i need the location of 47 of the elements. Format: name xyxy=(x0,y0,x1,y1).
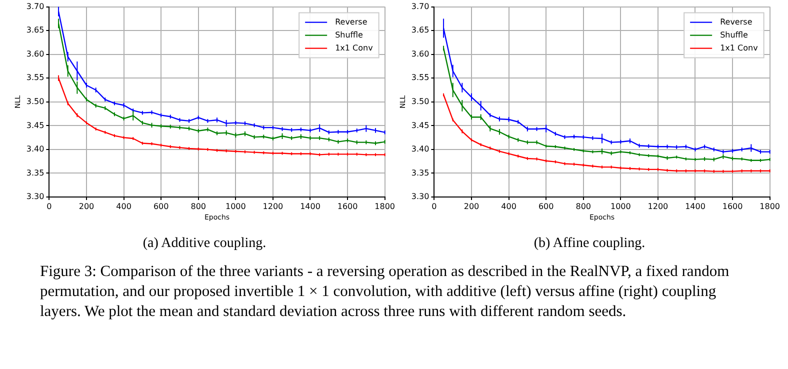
y-tick-label: 3.65 xyxy=(26,26,44,35)
legend-label: Shuffle xyxy=(335,30,364,40)
text: (b) Affine coupling. xyxy=(532,236,646,252)
x-tick-label: 600 xyxy=(153,202,169,211)
x-tick-label: 1600 xyxy=(337,202,358,211)
text: (a) Additive coupling. xyxy=(142,236,268,252)
y-tick-label: 3.55 xyxy=(411,73,430,82)
y-tick-label: 3.40 xyxy=(26,144,44,154)
y-tick-label: 3.35 xyxy=(411,168,430,178)
x-tick-label: 1000 xyxy=(610,202,631,211)
legend-label: Reverse xyxy=(720,17,752,26)
y-tick-label: 3.45 xyxy=(26,120,44,130)
caption: Figure 3: Comparison of the three variants - a reversing operation as described in the RealNVP, a fixed random permutation, and our proposed invertible 1 × 1 convolution, with additive (left) versus affine (right) coupling layers. We plot the mean and standard deviation across three runs with different random seeds. xyxy=(40,262,730,322)
x-tick-label: 200 xyxy=(464,202,480,211)
x-tick-label: 200 xyxy=(78,202,94,211)
x-tick-label: 600 xyxy=(538,202,554,211)
y-tick-label: 3.60 xyxy=(26,49,44,58)
y-tick-label: 3.45 xyxy=(411,120,430,130)
legend-label: 1x1 Conv xyxy=(720,43,758,52)
x-tick-label: 800 xyxy=(576,202,592,211)
y-tick-label: 3.35 xyxy=(26,168,44,178)
y-tick-label: 3.65 xyxy=(411,26,430,35)
y-tick-label: 3.40 xyxy=(411,144,430,154)
x-tick-label: 1200 xyxy=(648,202,668,211)
legend-label: Shuffle xyxy=(720,30,748,40)
y-tick-label: 3.50 xyxy=(411,96,430,106)
x-tick-label: 400 xyxy=(116,202,132,211)
x-tick-label: 1800 xyxy=(374,202,395,211)
x-tick-label: 1400 xyxy=(300,202,320,211)
x-tick-label: 0 xyxy=(432,202,437,211)
x-tick-label: 1600 xyxy=(722,202,743,211)
y-tick-label: 3.30 xyxy=(411,192,430,202)
x-tick-label: 800 xyxy=(190,202,206,211)
x-tick-label: 1200 xyxy=(262,202,284,211)
legend-label: 1x1 Conv xyxy=(335,43,374,52)
x-tick-label: 400 xyxy=(501,202,516,211)
y-tick-label: 3.70 xyxy=(26,2,44,11)
y-tick-label: 3.30 xyxy=(26,192,44,202)
legend-label: Reverse xyxy=(335,17,368,26)
x-tick-label: 1000 xyxy=(225,202,246,211)
y-tick-label: 3.55 xyxy=(26,73,44,82)
y-tick-label: 3.50 xyxy=(26,96,44,106)
x-tick-label: 0 xyxy=(46,202,52,211)
y-tick-label: 3.60 xyxy=(411,49,430,58)
x-tick-label: 1800 xyxy=(760,202,780,211)
x-tick-label: 1400 xyxy=(685,202,706,211)
y-tick-label: 3.70 xyxy=(411,2,430,11)
